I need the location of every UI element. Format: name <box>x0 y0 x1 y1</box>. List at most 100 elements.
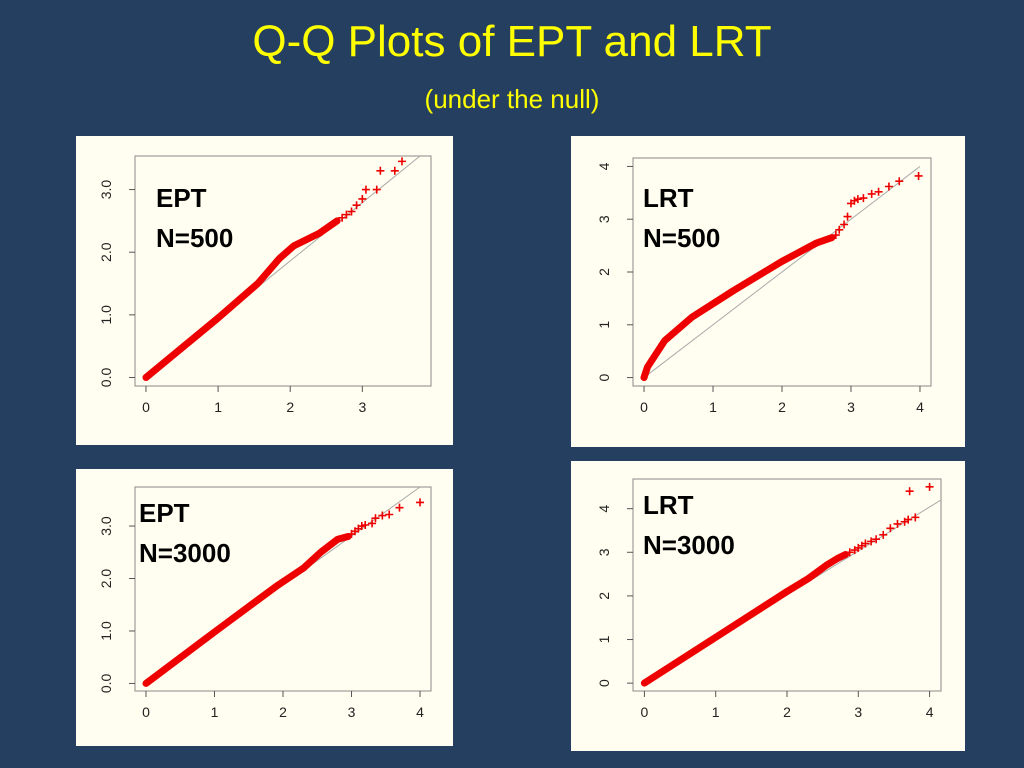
qq-plot-lrt-500-svg: 0 1 2 3 4 0 1 2 3 4 <box>596 157 932 415</box>
qq-point <box>376 166 385 175</box>
y-tick-label: 1 <box>596 321 612 329</box>
x-tick-label: 1 <box>211 704 219 720</box>
x-tick-label: 1 <box>712 704 720 720</box>
x-tick-label: 3 <box>348 704 356 720</box>
y-tick-label: 3 <box>596 215 612 223</box>
qq-point <box>368 519 377 528</box>
qq-point <box>859 194 868 203</box>
qq-point <box>867 189 876 198</box>
qq-point <box>338 213 347 222</box>
qq-point <box>893 519 902 528</box>
plot-annotation: LRT N=3000 <box>643 485 735 565</box>
annotation-sample-size: N=500 <box>643 223 721 253</box>
qq-point <box>385 510 394 519</box>
x-tick-label: 4 <box>416 704 424 720</box>
qq-point <box>378 511 387 520</box>
qq-plot-ept-3000: 0 1 2 3 4 0.0 1.0 2.0 3.0 EPT N=3000 <box>76 469 453 746</box>
qq-point <box>361 185 370 194</box>
x-tick-label: 0 <box>641 704 649 720</box>
qq-point <box>843 212 852 221</box>
x-tick-label: 3 <box>847 399 855 415</box>
y-tick-label: 3 <box>596 548 612 556</box>
qq-plot-ept-500-svg: 0 1 2 3 0.0 1.0 2.0 3.0 <box>98 155 432 415</box>
y-tick-label: 1 <box>596 635 612 643</box>
qq-plot-lrt-3000: 0 1 2 3 4 0 1 2 3 4 LRT N=3000 <box>571 461 965 751</box>
qq-points-dense <box>640 551 849 687</box>
qq-point <box>358 194 367 203</box>
annotation-method: LRT <box>643 490 694 520</box>
x-tick-label: 2 <box>286 399 294 415</box>
qq-points-dense <box>640 234 836 382</box>
y-tick-label: 4 <box>596 505 612 513</box>
qq-point <box>398 157 407 166</box>
qq-point <box>879 530 888 539</box>
qq-point <box>835 225 844 234</box>
x-tick-label: 3 <box>358 399 366 415</box>
annotation-method: LRT <box>643 183 694 213</box>
plot-annotation: EPT N=3000 <box>139 493 231 573</box>
annotation-sample-size: N=500 <box>156 223 234 253</box>
qq-point <box>371 514 380 523</box>
x-tick-label: 2 <box>783 704 791 720</box>
y-tick-label: 1.0 <box>98 305 114 325</box>
y-tick-label: 4 <box>596 162 612 170</box>
x-tick-label: 0 <box>142 704 150 720</box>
x-tick-label: 0 <box>142 399 150 415</box>
x-tick-label: 1 <box>214 399 222 415</box>
x-tick-label: 3 <box>854 704 862 720</box>
y-tick-label: 2 <box>596 268 612 276</box>
qq-point <box>352 201 361 210</box>
y-tick-label: 3.0 <box>98 516 114 536</box>
x-tick-label: 2 <box>279 704 287 720</box>
qq-point <box>925 482 934 491</box>
y-tick-label: 2.0 <box>98 242 114 262</box>
plot-frame <box>134 155 432 387</box>
annotation-sample-size: N=3000 <box>643 530 735 560</box>
qq-plot-ept-3000-svg: 0 1 2 3 4 0.0 1.0 2.0 3.0 <box>98 486 432 720</box>
qq-point <box>831 231 840 240</box>
qq-point <box>395 503 404 512</box>
annotation-method: EPT <box>156 183 207 213</box>
slide-subtitle: (under the null) <box>424 84 600 114</box>
qq-point <box>845 548 854 557</box>
qq-point <box>911 513 920 522</box>
qq-point <box>861 539 870 548</box>
qq-point <box>874 187 883 196</box>
qq-points-dense <box>142 533 352 687</box>
x-tick-label: 0 <box>640 399 648 415</box>
qq-point <box>895 177 904 186</box>
qq-point <box>347 207 356 216</box>
y-tick-label: 0 <box>596 679 612 687</box>
qq-point <box>905 487 914 496</box>
y-tick-label: 0.0 <box>98 674 114 694</box>
x-tick-label: 4 <box>916 399 924 415</box>
qq-point <box>914 171 923 180</box>
x-tick-label: 1 <box>709 399 717 415</box>
qq-point <box>416 498 425 507</box>
qq-point <box>853 195 862 204</box>
y-tick-label: 0.0 <box>98 368 114 388</box>
qq-point <box>390 166 399 175</box>
annotation-sample-size: N=3000 <box>139 538 231 568</box>
qq-point <box>840 220 849 229</box>
qq-point <box>886 524 895 533</box>
qq-point <box>342 210 351 219</box>
slide-title: Q-Q Plots of EPT and LRT <box>252 17 772 66</box>
qq-point <box>867 537 876 546</box>
qq-plot-lrt-500: 0 1 2 3 4 0 1 2 3 4 LRT N=500 <box>571 136 965 447</box>
qq-plot-lrt-3000-svg: 0 1 2 3 4 0 1 2 3 4 <box>596 478 942 720</box>
x-tick-label: 4 <box>926 704 934 720</box>
y-tick-label: 0 <box>596 373 612 381</box>
qq-point <box>872 535 881 544</box>
qq-point <box>904 515 913 524</box>
annotation-method: EPT <box>139 498 190 528</box>
qq-points-dense <box>142 217 341 381</box>
reference-line <box>643 166 921 378</box>
y-tick-label: 1.0 <box>98 621 114 641</box>
plot-annotation: EPT N=500 <box>156 178 233 258</box>
plot-annotation: LRT N=500 <box>643 178 720 258</box>
qq-point <box>884 182 893 191</box>
qq-point <box>372 185 381 194</box>
x-tick-label: 2 <box>778 399 786 415</box>
y-tick-label: 3.0 <box>98 180 114 200</box>
